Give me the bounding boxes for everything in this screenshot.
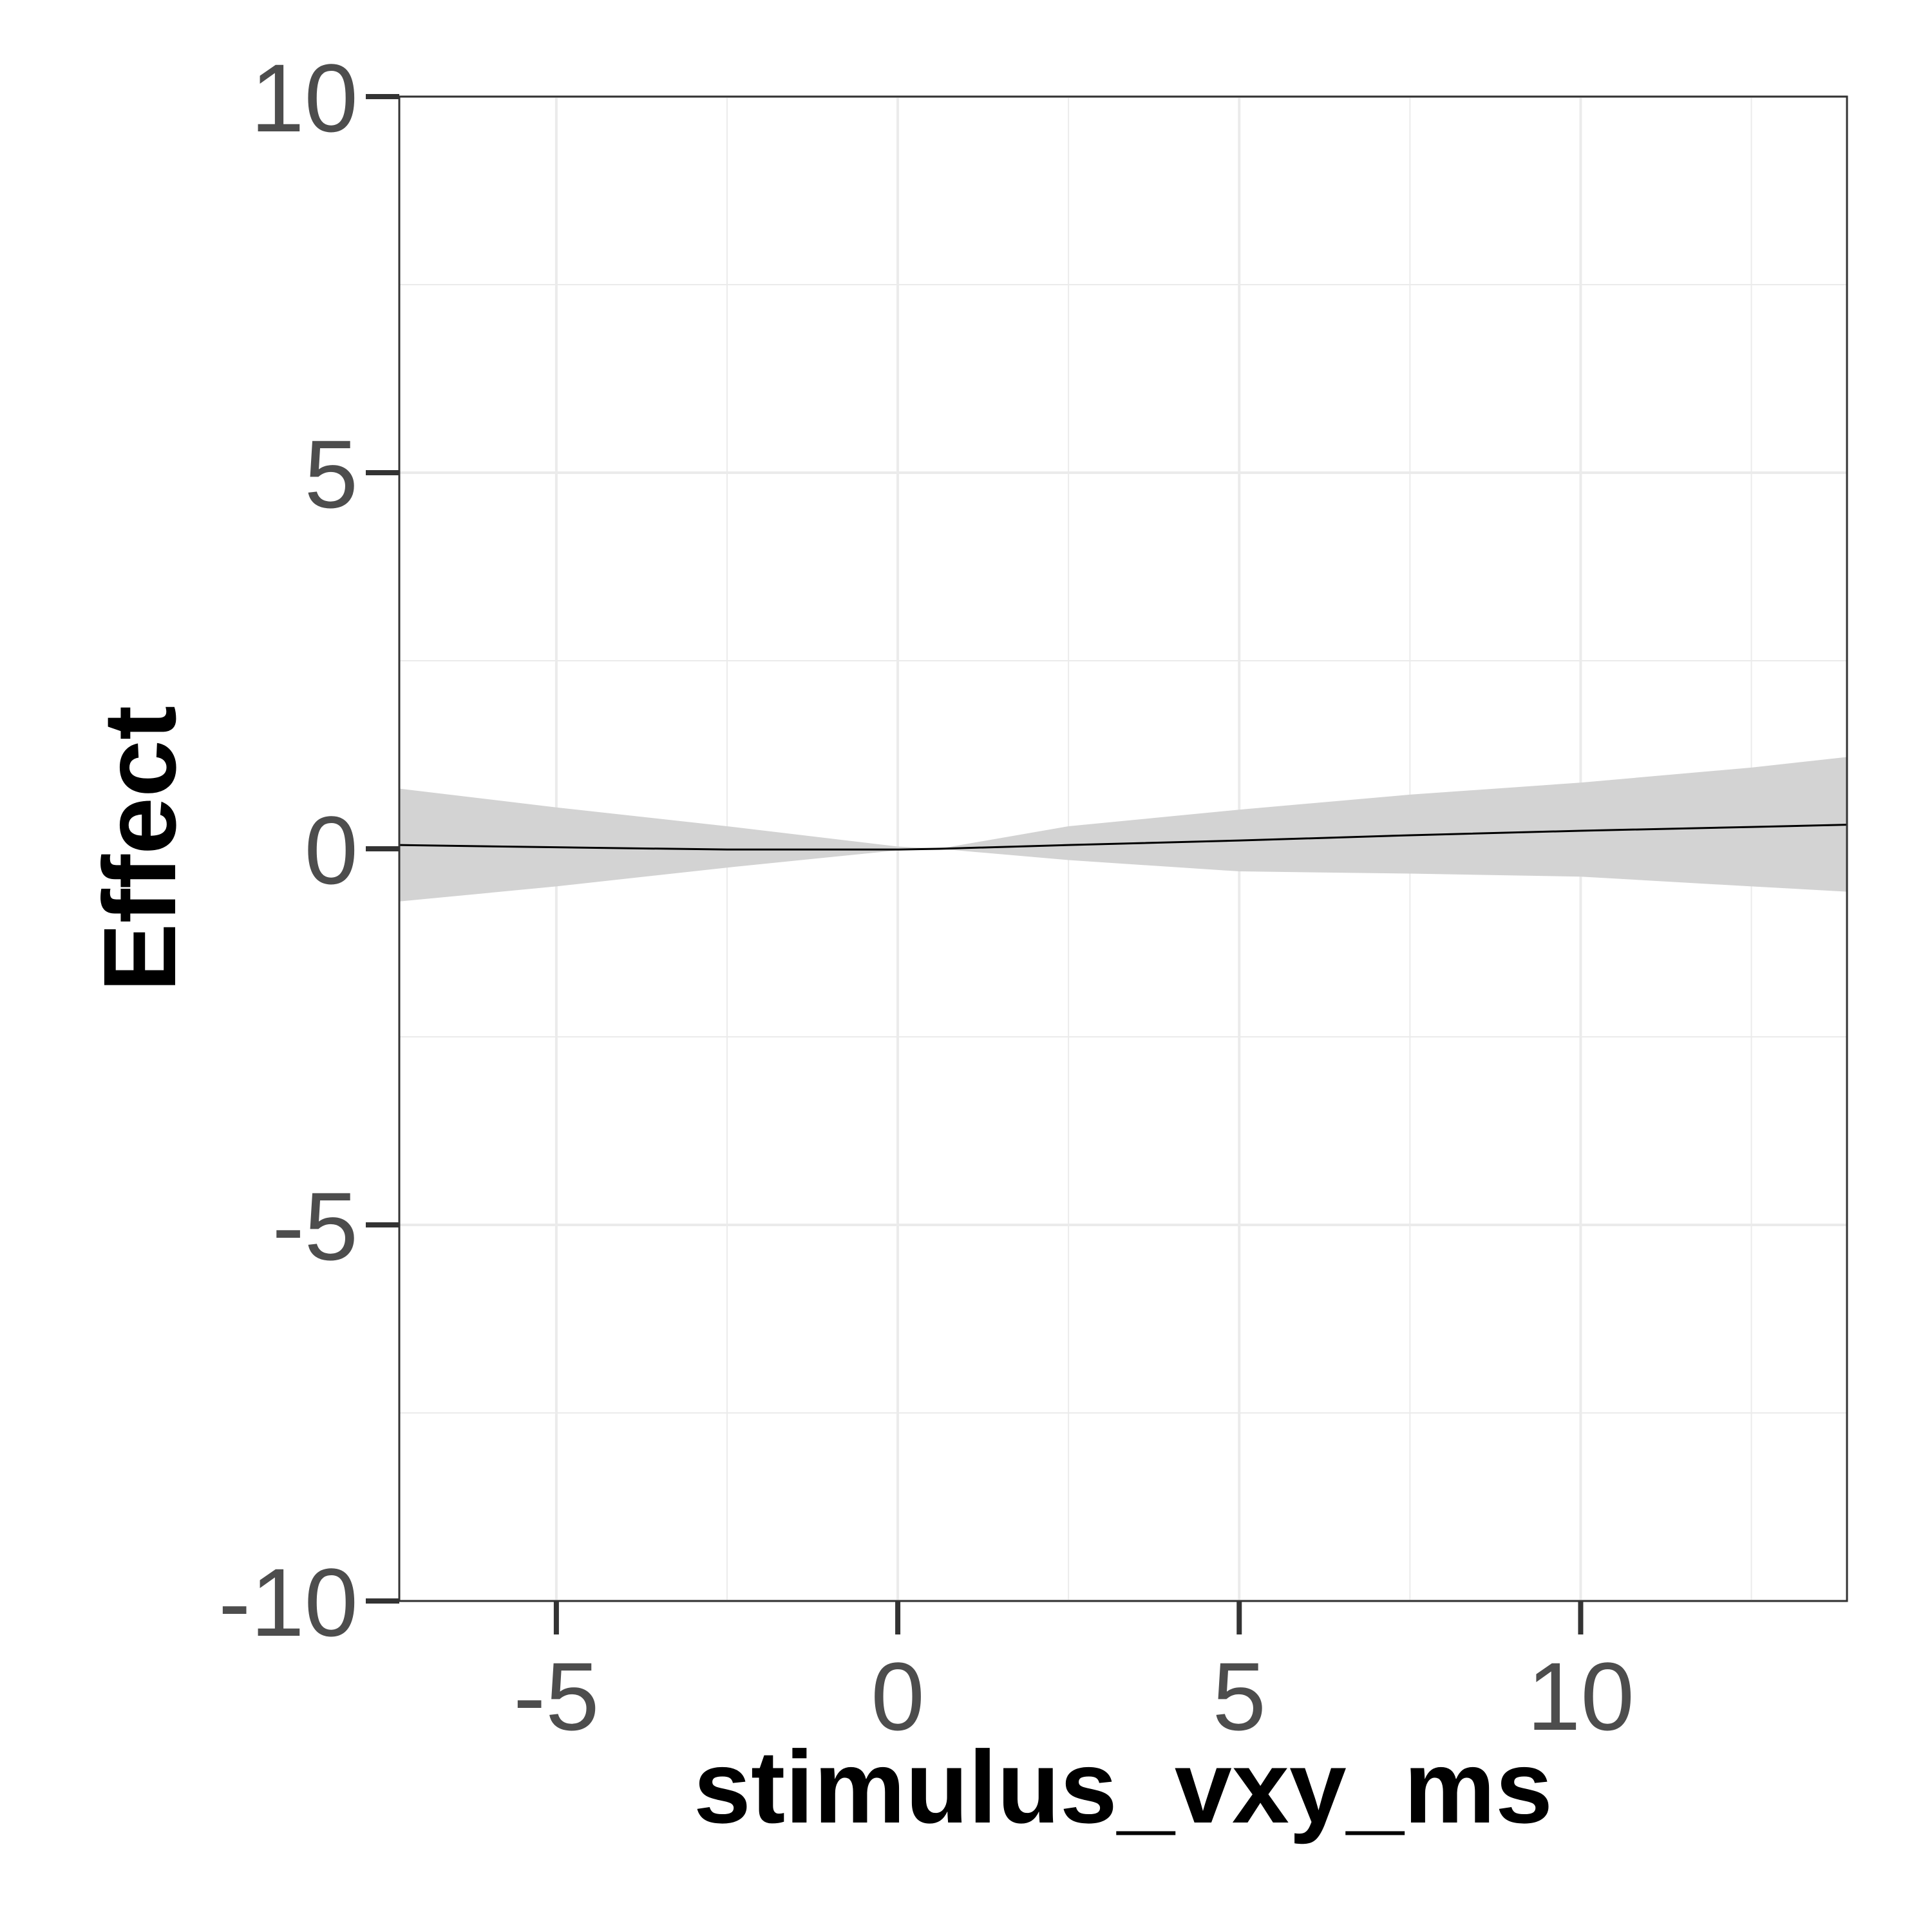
y-tick-label: 10 xyxy=(251,44,358,152)
y-axis: -10 -5 0 5 10 xyxy=(218,44,399,1656)
x-axis: -5 0 5 10 xyxy=(513,1601,1634,1750)
y-tick-label: -10 xyxy=(218,1548,358,1656)
x-tick-label: 5 xyxy=(1213,1642,1266,1750)
effect-line xyxy=(399,824,1848,851)
y-tick-label: 0 xyxy=(305,796,358,904)
y-tick-label: 5 xyxy=(305,420,358,528)
x-tick-label: -5 xyxy=(513,1642,599,1750)
x-axis-title: stimulus_vxy_ms xyxy=(694,1729,1553,1844)
confidence-ribbon xyxy=(399,757,1847,902)
y-tick-label: -5 xyxy=(272,1172,358,1280)
y-axis-title: Effect xyxy=(82,706,197,992)
x-tick-label: 0 xyxy=(871,1642,924,1750)
x-tick-label: 10 xyxy=(1527,1642,1634,1750)
